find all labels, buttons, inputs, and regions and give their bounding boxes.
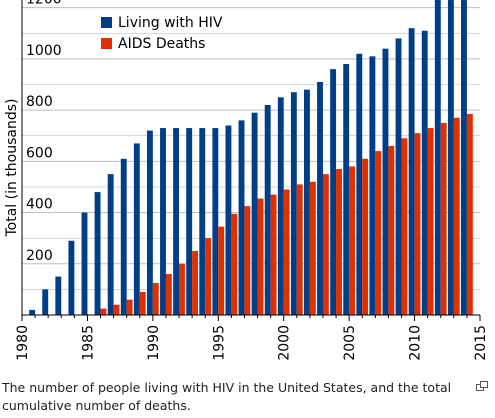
bar-living-2010 [408, 28, 415, 315]
bar-living-2002 [303, 89, 310, 315]
bar-deaths-1991 [165, 274, 172, 315]
x-tick-label: 1985 [80, 325, 96, 361]
bar-living-2008 [382, 48, 389, 315]
bar-deaths-2007 [375, 151, 382, 315]
bar-living-2014 [461, 0, 467, 315]
legend-swatch-living [101, 17, 112, 28]
bar-living-1989 [133, 143, 140, 315]
bar-deaths-2002 [309, 181, 316, 315]
x-tick-label: 2015 [473, 325, 489, 361]
bar-deaths-1989 [139, 291, 146, 315]
bar-living-2011 [421, 30, 428, 315]
bar-living-1983 [55, 276, 62, 315]
x-tick-label: 1980 [15, 325, 31, 361]
y-axis-title: Total (in thousands) [4, 98, 20, 237]
x-tick-label: 1990 [146, 325, 162, 361]
bar-living-1982 [42, 289, 49, 315]
bar-living-2009 [395, 38, 402, 315]
x-tick-label: 2005 [342, 325, 358, 361]
bar-deaths-1993 [192, 250, 199, 315]
figure-caption: The number of people living with HIV in … [2, 380, 452, 413]
bar-deaths-1986 [100, 308, 107, 315]
bar-living-1998 [251, 112, 258, 316]
bar-deaths-2006 [362, 158, 369, 315]
bar-deaths-2014 [466, 113, 473, 316]
bar-deaths-2005 [349, 166, 356, 315]
bar-living-1994 [199, 128, 206, 315]
bar-living-2003 [317, 81, 323, 315]
bar-deaths-1988 [126, 299, 133, 315]
bar-deaths-1992 [179, 263, 185, 315]
x-tick-label: 2010 [408, 325, 424, 361]
bar-living-2004 [330, 69, 337, 316]
bar-living-1995 [212, 128, 219, 315]
bar-living-2013 [447, 0, 454, 315]
y-tick-label: 1000 [26, 43, 62, 59]
bar-deaths-2001 [296, 184, 303, 315]
bar-living-1984 [68, 240, 75, 315]
y-tick-label: 600 [26, 145, 53, 161]
bar-living-1986 [94, 192, 101, 315]
bar-living-2012 [434, 0, 441, 315]
bar-living-1999 [264, 105, 271, 315]
x-tick-label: 1995 [211, 325, 227, 361]
bar-deaths-2000 [283, 189, 290, 315]
bar-living-2001 [290, 92, 297, 315]
bar-deaths-2003 [322, 174, 329, 315]
bar-deaths-1990 [152, 282, 159, 315]
bar-living-2000 [277, 97, 284, 315]
y-tick-label: 1200 [26, 0, 62, 8]
bar-living-2007 [369, 56, 376, 316]
bar-deaths-2004 [336, 169, 342, 315]
y-tick-label: 200 [26, 248, 53, 264]
x-tick-label: 2000 [277, 325, 293, 361]
hiv-bar-chart: 200 400 600 800 1000 1200 1980 1985 1990 1995 2000… [4, 0, 489, 361]
bar-deaths-1997 [244, 206, 251, 315]
bar-living-1992 [173, 128, 180, 315]
bar-deaths-2011 [427, 128, 434, 315]
y-tick-label: 400 [26, 197, 53, 213]
enlarge-icon[interactable] [476, 381, 488, 391]
bar-living-1990 [146, 130, 153, 315]
bar-deaths-1996 [231, 213, 238, 315]
bar-deaths-2013 [453, 117, 460, 316]
chart-area: 200 400 600 800 1000 1200 1980 1985 1990 1995 2000… [4, 0, 489, 361]
bar-deaths-1994 [205, 238, 212, 315]
bar-living-1993 [186, 128, 193, 315]
bar-deaths-2010 [414, 133, 421, 315]
bar-deaths-2008 [388, 145, 395, 315]
bar-living-1987 [107, 174, 114, 315]
legend-swatch-deaths [101, 38, 112, 49]
bar-deaths-1999 [270, 194, 277, 315]
bar-living-1997 [238, 120, 245, 316]
bar-living-1991 [160, 128, 166, 315]
bar-deaths-1998 [257, 198, 264, 315]
bar-deaths-2012 [440, 122, 447, 316]
bar-living-2005 [343, 64, 350, 316]
legend-label-living: Living with HIV [118, 15, 223, 31]
bar-living-1985 [81, 212, 88, 315]
y-tick-label: 800 [26, 94, 53, 110]
bar-living-2006 [356, 53, 363, 315]
legend-label-deaths: AIDS Deaths [118, 36, 205, 52]
bar-deaths-2009 [401, 138, 408, 315]
bar-living-1988 [120, 158, 127, 315]
bar-deaths-1987 [113, 304, 120, 315]
bar-living-1996 [225, 125, 232, 315]
bar-deaths-1995 [218, 226, 225, 315]
bar-living-1981 [29, 309, 36, 315]
